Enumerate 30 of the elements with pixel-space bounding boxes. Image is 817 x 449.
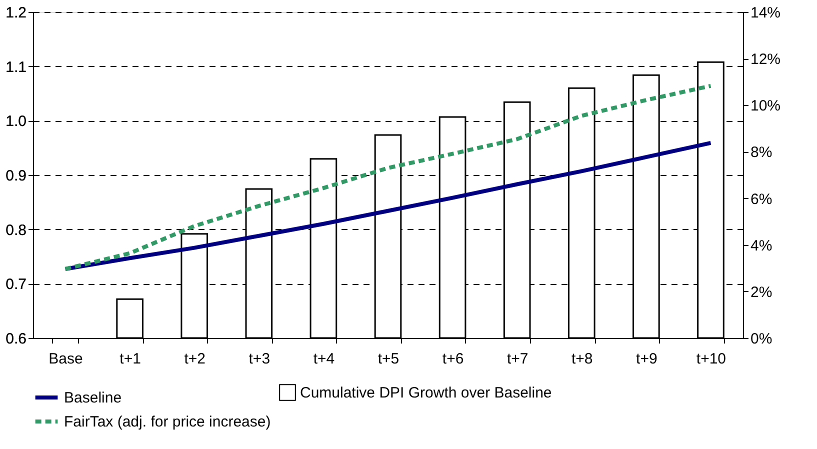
x-tick-label: t+9 xyxy=(636,350,658,368)
y2-tick-label: 14% xyxy=(750,4,781,22)
x-tick-label: t+3 xyxy=(248,350,270,368)
x-tick-label: t+2 xyxy=(184,350,206,368)
y-tick-label: 0.7 xyxy=(6,276,26,294)
x-tick-label: t+10 xyxy=(696,350,726,368)
legend-label: FairTax (adj. for price increase) xyxy=(64,414,271,430)
y2-tick-label: 8% xyxy=(750,144,772,162)
legend-label: Baseline xyxy=(64,390,122,406)
y2-tick-label: 4% xyxy=(750,237,772,254)
x-tick-label: t+7 xyxy=(506,350,528,368)
y-tick-label: 1.1 xyxy=(6,58,26,76)
legend-label: Cumulative DPI Growth over Baseline xyxy=(300,384,552,402)
x-tick-label: Base xyxy=(48,350,83,368)
y-tick-label: 0.6 xyxy=(6,330,26,348)
y2-tick-label: 6% xyxy=(750,190,772,208)
y2-tick-label: 12% xyxy=(750,51,781,68)
x-tick-label: t+8 xyxy=(571,350,593,368)
y-tick-label: 0.9 xyxy=(6,168,26,184)
y-tick-label: 0.8 xyxy=(6,222,26,239)
y-tick-label: 1.0 xyxy=(6,113,26,130)
y-tick-label: 1.2 xyxy=(6,4,26,22)
line-series xyxy=(63,84,713,271)
y2-tick-label: 10% xyxy=(750,98,781,115)
x-tick-label: t+6 xyxy=(442,350,464,368)
x-tick-label: t+4 xyxy=(313,350,335,368)
x-tick-label: t+5 xyxy=(378,350,400,368)
y2-tick-label: 2% xyxy=(750,284,772,301)
y2-tick-label: 0% xyxy=(750,330,772,348)
x-tick-label: t+1 xyxy=(120,350,141,368)
